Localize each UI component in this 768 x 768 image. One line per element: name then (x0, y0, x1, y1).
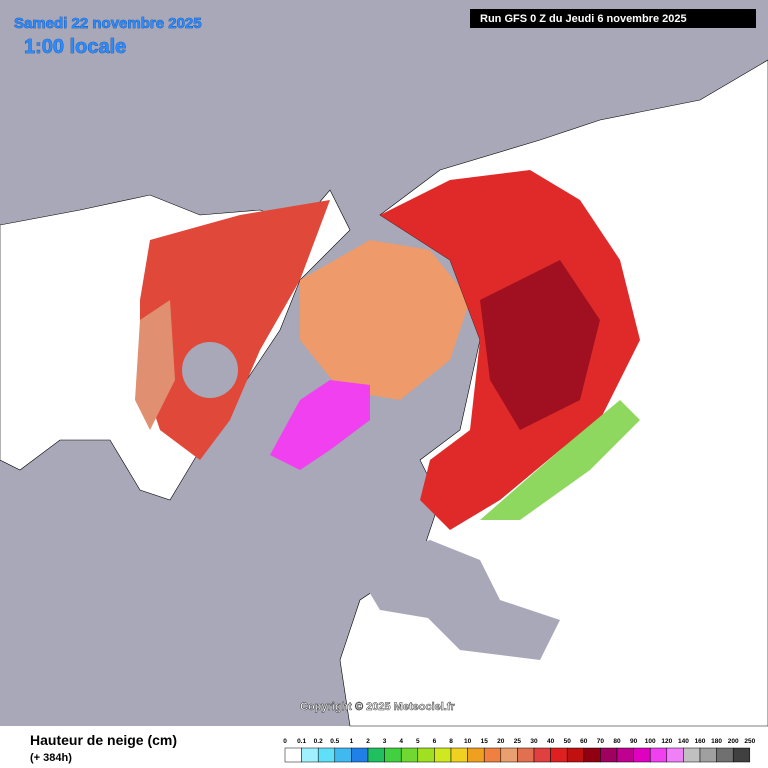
legend-swatch (500, 747, 518, 763)
run-box (470, 9, 756, 28)
snow-area (140, 200, 330, 460)
legend-swatch (417, 747, 435, 763)
legend-label: 25 (514, 738, 522, 745)
legend-label: 80 (613, 738, 621, 745)
legend-swatch (616, 747, 634, 763)
snow-area (135, 300, 175, 430)
legend-label: 90 (630, 738, 638, 745)
legend-swatch (517, 747, 535, 763)
legend-swatch (351, 747, 369, 763)
legend-swatch (384, 747, 402, 763)
legend-swatch (633, 747, 651, 763)
legend-label: 120 (661, 738, 672, 745)
legend-swatch (649, 747, 668, 763)
legend-label: 70 (597, 738, 605, 745)
legend: 0 0.1 0.2 0.5 1 2 3 4 5 6 8 10 15 20 25 30 40 50 60 70 80 90 1… (283, 738, 756, 763)
legend-label: 0 (283, 738, 287, 745)
legend-label: 180 (711, 738, 722, 745)
legend-swatch (666, 747, 684, 763)
legend-swatch (301, 747, 319, 763)
legend-label: 160 (695, 738, 706, 745)
legend-label: 60 (580, 738, 588, 745)
legend-swatch (334, 747, 352, 763)
lake (182, 342, 238, 398)
legend-title: Hauteur de neige (cm) (30, 732, 177, 748)
legend-label: 3 (383, 738, 387, 745)
legend-label: 15 (481, 738, 489, 745)
snow-area (300, 240, 470, 400)
legend-label: 200 (728, 738, 739, 745)
legend-swatch (550, 747, 568, 763)
snow-area (480, 400, 640, 520)
copyright: Copyright © 2025 Meteociel.fr (300, 701, 456, 713)
legend-label: 10 (464, 738, 472, 745)
legend-swatch (284, 747, 302, 763)
legend-label: 250 (744, 738, 755, 745)
legend-swatch (317, 747, 336, 763)
legend-swatch (699, 747, 717, 763)
legend-label: 30 (530, 738, 538, 745)
legend-label: 40 (547, 738, 555, 745)
legend-swatch (450, 747, 468, 763)
legend-swatch (683, 747, 701, 763)
legend-swatch (533, 747, 551, 763)
legend-swatch (583, 747, 601, 763)
legend-label: 0.2 (314, 738, 323, 745)
legend-label: 140 (678, 738, 689, 745)
legend-label: 2 (366, 738, 370, 745)
legend-label: 5 (416, 738, 420, 745)
legend-label: 100 (645, 738, 656, 745)
legend-label: 50 (564, 738, 572, 745)
snow-area (480, 260, 600, 430)
legend-label: 4 (399, 738, 403, 745)
sea (420, 600, 560, 660)
legend-lead: (+ 384h) (30, 752, 72, 764)
time-title: 1:00 locale (24, 36, 126, 58)
snow-area (270, 380, 370, 470)
sea (350, 540, 500, 620)
legend-label: 1 (350, 738, 354, 745)
legend-label: 8 (449, 738, 453, 745)
legend-swatch (400, 747, 419, 763)
legend-swatch (434, 747, 452, 763)
legend-label: 0.5 (330, 738, 339, 745)
run-label: Run GFS 0 Z du Jeudi 6 novembre 2025 (480, 13, 687, 25)
legend-swatch (600, 747, 618, 763)
date-title: Samedi 22 novembre 2025 (14, 15, 202, 32)
legend-swatch (732, 747, 751, 763)
legend-swatch (566, 747, 585, 763)
legend-label: 0.1 (297, 738, 306, 745)
legend-swatch (483, 747, 502, 763)
legend-label: 6 (433, 738, 437, 745)
legend-swatch (716, 747, 734, 763)
legend-swatch (467, 747, 485, 763)
legend-label: 20 (497, 738, 505, 745)
legend-swatch (367, 747, 385, 763)
